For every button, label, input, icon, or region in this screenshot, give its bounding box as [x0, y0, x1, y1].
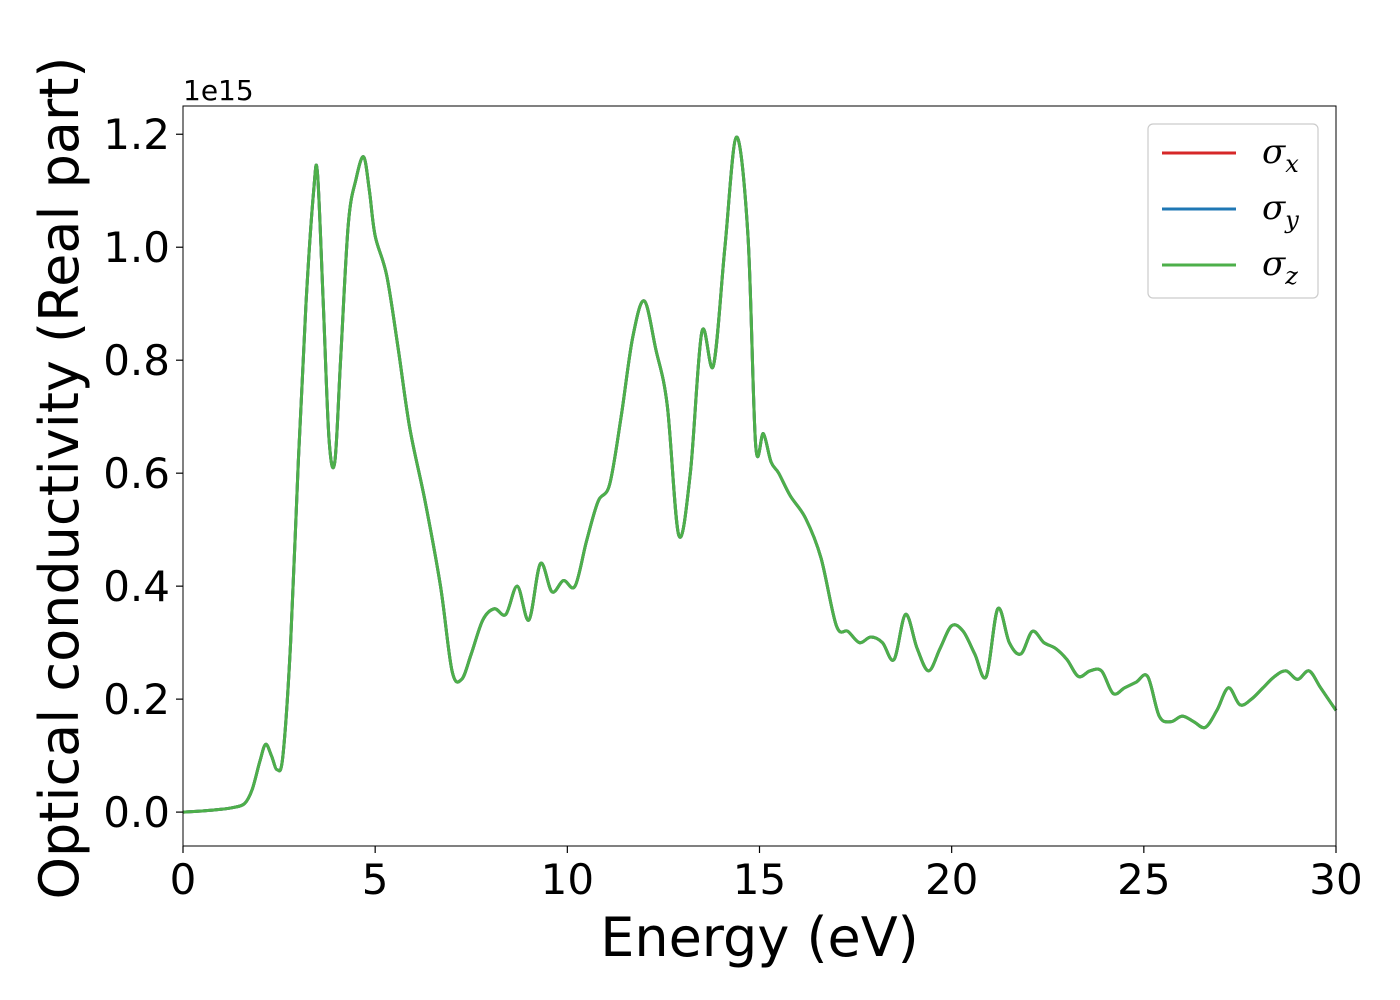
x-tick-label: 0 — [170, 855, 197, 904]
x-tick-label: 30 — [1309, 855, 1362, 904]
y-tick-label: 0.8 — [103, 336, 170, 385]
legend-box — [1147, 123, 1319, 299]
x-tick-label: 25 — [1117, 855, 1170, 904]
y-tick-label: 1.2 — [103, 110, 170, 159]
y-axis-offset-label: 1e15 — [183, 74, 254, 107]
x-tick-label: 5 — [362, 855, 389, 904]
y-tick-label: 1.0 — [103, 223, 170, 272]
y-axis-ticks: 0.0 0.2 0.4 0.6 0.8 1.0 1.2 — [103, 110, 183, 837]
y-tick-label: 0.4 — [103, 562, 170, 611]
y-tick-label: 0.2 — [103, 675, 170, 724]
x-tick-label: 10 — [541, 855, 594, 904]
plot-lines — [182, 135, 1338, 814]
y-axis-label: Optical conductivity (Real part) — [28, 57, 91, 900]
x-axis-ticks: 0 5 10 15 20 25 30 — [170, 846, 1363, 904]
x-axis-label: Energy (eV) — [600, 906, 919, 969]
series-line-σz — [182, 135, 1338, 814]
x-tick-label: 15 — [733, 855, 786, 904]
x-tick-label: 20 — [925, 855, 978, 904]
y-tick-label: 0.6 — [103, 449, 170, 498]
y-tick-label: 0.0 — [103, 788, 170, 837]
